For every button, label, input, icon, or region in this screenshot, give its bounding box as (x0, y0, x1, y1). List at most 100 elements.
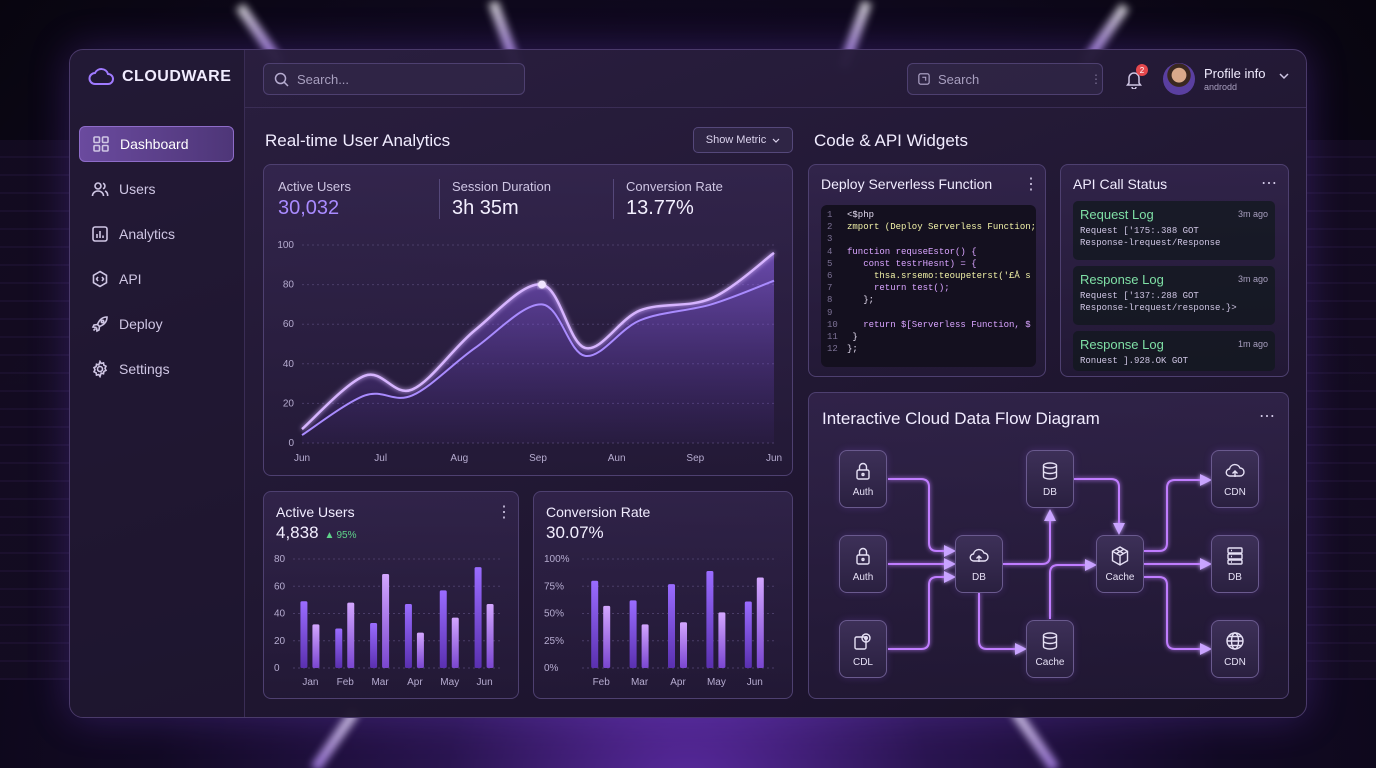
node-label: DB (1043, 487, 1057, 498)
code-line: 10 return $[Serverless Function, $ (827, 319, 1036, 331)
command-search-input[interactable] (938, 71, 1068, 87)
node-cdn-2[interactable]: CDN (1211, 620, 1259, 678)
node-auth-1[interactable]: Auth (839, 450, 887, 508)
diagram-title: Interactive Cloud Data Flow Diagram (822, 409, 1100, 428)
code-text: return test(); (847, 283, 950, 294)
bar (680, 622, 687, 668)
node-cache-bottom[interactable]: Cache (1026, 620, 1074, 678)
node-cdl[interactable]: CDL (839, 620, 887, 678)
more-horizontal-icon[interactable]: ⋯ (1261, 175, 1278, 192)
deploy-card: Deploy Serverless Function ⋮ 1 <$php 2 zmpo… (808, 164, 1046, 377)
node-auth-2[interactable]: Auth (839, 535, 887, 593)
node-db-cloud[interactable]: DB (955, 535, 1003, 593)
stat-label-session-duration: Session Duration (452, 179, 551, 194)
area-chart: 0 20 40 60 80 100 Jun Jul Aug Sep Aun Sep Jun (277, 240, 782, 464)
sidebar-nav: Dashboard Users Analytics API Deploy Set… (79, 126, 234, 396)
api-status-title: API Call Status (1073, 176, 1168, 192)
gear-icon (92, 360, 108, 378)
sidebar-item-api[interactable]: API (79, 261, 234, 297)
search-input[interactable] (297, 71, 497, 87)
bar (300, 601, 308, 668)
analytics-title: Real-time User Analytics (265, 131, 451, 150)
bar (347, 602, 355, 668)
sidebar-item-settings[interactable]: Settings (79, 351, 234, 387)
stat-label-active-users: Active Users (278, 179, 351, 194)
deploy-title: Deploy Serverless Function (821, 176, 993, 192)
log-title: Response Log (1080, 337, 1164, 352)
bar (629, 600, 637, 668)
app-window: CLOUDWARE Dashboard Users Analytics API … (69, 49, 1307, 718)
bar (474, 567, 482, 668)
sidebar-item-users[interactable]: Users (79, 171, 234, 207)
search-bar[interactable] (263, 63, 525, 95)
line-number: 2 (827, 222, 833, 233)
code-text: } (847, 332, 858, 343)
sidebar-item-label: Users (119, 181, 156, 197)
database-icon (1042, 632, 1058, 650)
more-vertical-icon[interactable]: ⋮ (496, 504, 513, 521)
x-tick-label: Jun (294, 453, 310, 464)
bar-card-title: Conversion Rate (546, 504, 651, 520)
log-line: Ronuest ].928.OK GOT (1080, 356, 1189, 366)
bar-card-value-row: 4,838 ▲ 95% (276, 523, 356, 543)
bar (312, 624, 320, 668)
code-icon (92, 270, 108, 288)
show-metric-button[interactable]: Show Metric (693, 127, 793, 153)
log-line: Response-lrequest/response.}> (1080, 303, 1237, 313)
sidebar-item-analytics[interactable]: Analytics (79, 216, 234, 252)
code-line: 7 return test(); (827, 282, 1036, 294)
profile-name[interactable]: Profile info (1204, 66, 1266, 81)
flow-connectors (888, 474, 1212, 655)
more-horizontal-icon[interactable]: ⋯ (1259, 408, 1276, 425)
bar (756, 577, 764, 668)
stat-value-active-users: 30,032 (278, 197, 340, 219)
show-metric-label: Show Metric (705, 134, 767, 146)
code-line: 12}; (827, 343, 1036, 355)
x-tick-label: May (440, 677, 459, 688)
log-entry[interactable]: Response Log 3m ago Request ['137:.288 G… (1073, 266, 1275, 325)
code-text: zmport (Deploy Serverless Function; (847, 222, 1036, 233)
sidebar: CLOUDWARE Dashboard Users Analytics API … (70, 50, 245, 717)
node-db-top[interactable]: DB (1026, 450, 1074, 508)
log-line: Response-lrequest/Response (1080, 238, 1221, 248)
code-text: const testrHesnt) = { (847, 258, 977, 269)
x-tick-label: Jun (747, 677, 763, 688)
y-tick-label: 20 (274, 636, 286, 647)
line-number: 8 (827, 295, 833, 306)
chevron-down-icon[interactable] (1279, 73, 1289, 80)
y-tick-label: 100 (277, 240, 294, 251)
code-editor[interactable]: 1 <$php 2 zmport (Deploy Serverless Functio… (821, 205, 1036, 367)
more-vertical-icon[interactable]: ⋮ (1023, 176, 1040, 193)
bar-card-value: 4,838 (276, 523, 319, 542)
node-cdn-1[interactable]: CDN (1211, 450, 1259, 508)
area-fill (302, 252, 774, 443)
command-search[interactable]: ⋮ (907, 63, 1103, 95)
log-entry[interactable]: Response Log 1m ago Ronuest ].928.OK GOT (1073, 331, 1275, 371)
sidebar-item-dashboard[interactable]: Dashboard (79, 126, 234, 162)
cloud-upload-icon (1225, 463, 1245, 477)
node-label: DB (1228, 572, 1242, 583)
log-entry[interactable]: Request Log 3m ago Request ['175:.388 GO… (1073, 201, 1275, 260)
x-tick-label: Jul (374, 453, 387, 464)
code-text: <$php (847, 210, 875, 220)
bar (718, 612, 726, 668)
node-label: Cache (1105, 572, 1135, 583)
x-tick-label: Aun (608, 453, 626, 464)
bar (706, 570, 714, 668)
x-tick-label: Sep (529, 453, 547, 464)
avatar[interactable] (1163, 63, 1195, 95)
node-label: CDL (852, 657, 873, 668)
sidebar-item-deploy[interactable]: Deploy (79, 306, 234, 342)
app-name: CLOUDWARE (122, 68, 232, 85)
x-tick-label: Feb (593, 677, 611, 688)
chevron-down-icon (772, 138, 780, 143)
y-tick-label: 25% (544, 636, 564, 647)
code-line: 6 thsa.srsemo:teoupeterst('£Å s (827, 270, 1036, 282)
log-time: 3m ago (1237, 209, 1268, 219)
node-cache-center[interactable]: Cache (1096, 535, 1144, 593)
logo: CLOUDWARE (88, 68, 231, 86)
node-db-right[interactable]: DB (1211, 535, 1259, 593)
node-label: CDN (1224, 657, 1246, 668)
bar (668, 584, 675, 668)
x-tick-label: Mar (371, 677, 389, 688)
